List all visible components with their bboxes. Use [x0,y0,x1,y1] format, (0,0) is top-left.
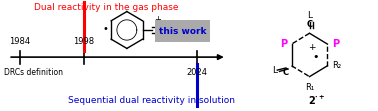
Text: this work: this work [159,27,206,36]
Text: 1998: 1998 [73,37,94,46]
Text: •: • [312,52,318,62]
Text: •: • [102,24,108,34]
Text: +: + [308,43,315,52]
Text: DRCs definition: DRCs definition [5,68,64,77]
Text: C: C [282,68,288,77]
Text: L: L [307,11,312,20]
Text: +: + [154,15,161,24]
FancyBboxPatch shape [155,20,210,43]
Text: O: O [166,26,173,35]
Text: R₁: R₁ [305,83,314,92]
Text: C: C [307,20,313,29]
Text: 1984: 1984 [9,37,30,46]
Text: L: L [272,66,277,75]
Text: Dual reactivity in the gas phase: Dual reactivity in the gas phase [34,3,178,12]
Text: 2024: 2024 [186,68,207,77]
Text: R₂: R₂ [332,61,341,70]
Text: Sequential dual reactivity in solution: Sequential dual reactivity in solution [68,96,235,105]
Text: P: P [280,39,287,49]
Text: P: P [332,39,339,49]
Text: $\mathbf{2^{\bullet+}}$: $\mathbf{2^{\bullet+}}$ [308,94,326,107]
